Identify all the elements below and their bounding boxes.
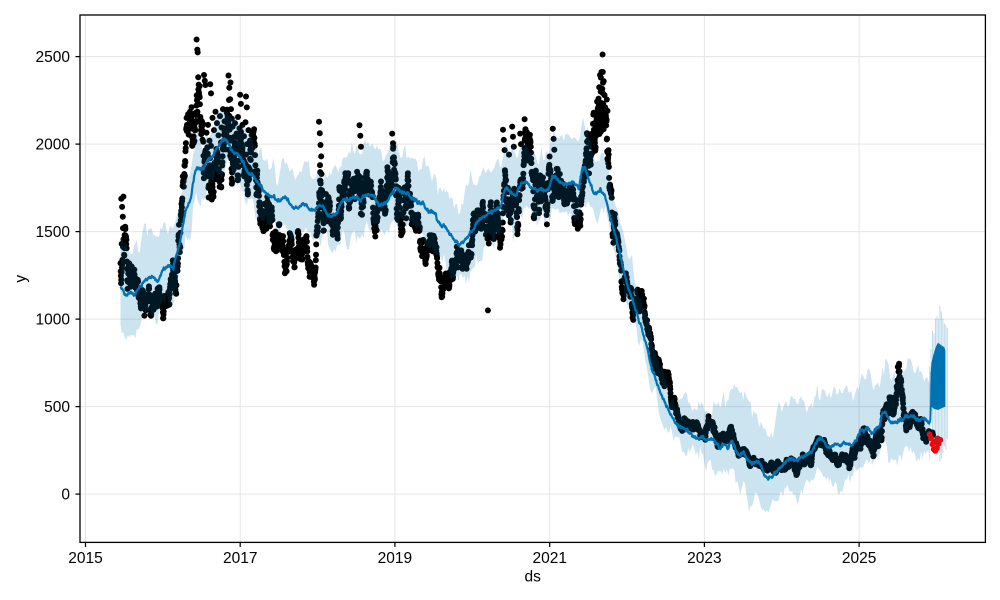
svg-text:2017: 2017 bbox=[223, 550, 257, 567]
svg-text:0: 0 bbox=[61, 487, 70, 504]
svg-text:y: y bbox=[13, 275, 30, 283]
svg-text:2019: 2019 bbox=[378, 550, 412, 567]
svg-text:2000: 2000 bbox=[36, 137, 71, 154]
svg-text:1500: 1500 bbox=[36, 224, 71, 241]
svg-text:2021: 2021 bbox=[532, 550, 566, 567]
svg-text:2025: 2025 bbox=[842, 550, 876, 567]
svg-text:2500: 2500 bbox=[36, 49, 71, 66]
svg-text:500: 500 bbox=[44, 399, 70, 416]
svg-text:ds: ds bbox=[525, 569, 542, 586]
svg-text:2015: 2015 bbox=[68, 550, 102, 567]
svg-text:1000: 1000 bbox=[36, 312, 71, 329]
svg-text:2023: 2023 bbox=[687, 550, 721, 567]
